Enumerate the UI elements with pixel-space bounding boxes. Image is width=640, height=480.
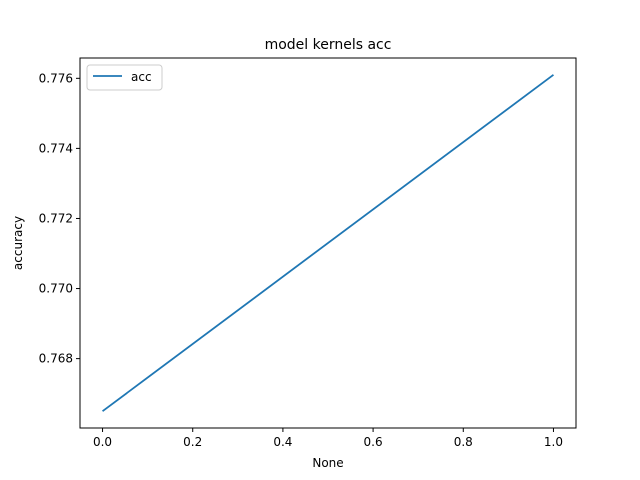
axis-ticks: 0.0 0.2 0.4 0.6 0.8 1.0 0.768 0.770 0.772 0.774 0.… [39, 71, 563, 449]
y-tick-label: 0.776 [39, 71, 73, 85]
x-axis-label: None [312, 456, 343, 470]
y-tick-label: 0.772 [39, 211, 73, 225]
plot-frame [79, 57, 577, 429]
y-axis-label: accuracy [11, 216, 25, 270]
series-line-acc [102, 74, 554, 412]
chart-title: model kernels acc [265, 37, 392, 53]
legend-label: acc [131, 70, 152, 84]
x-tick-label: 0.2 [183, 435, 202, 449]
x-tick-label: 0.0 [93, 435, 112, 449]
x-tick-label: 0.4 [273, 435, 292, 449]
y-tick-label: 0.774 [39, 141, 73, 155]
plot-lines [102, 74, 554, 412]
x-tick-label: 1.0 [544, 435, 563, 449]
x-tick-label: 0.6 [364, 435, 383, 449]
x-tick-label: 0.8 [454, 435, 473, 449]
y-tick-label: 0.770 [39, 282, 73, 296]
y-tick-label: 0.768 [39, 352, 73, 366]
legend-box [86, 64, 163, 91]
legend: acc [86, 64, 163, 91]
